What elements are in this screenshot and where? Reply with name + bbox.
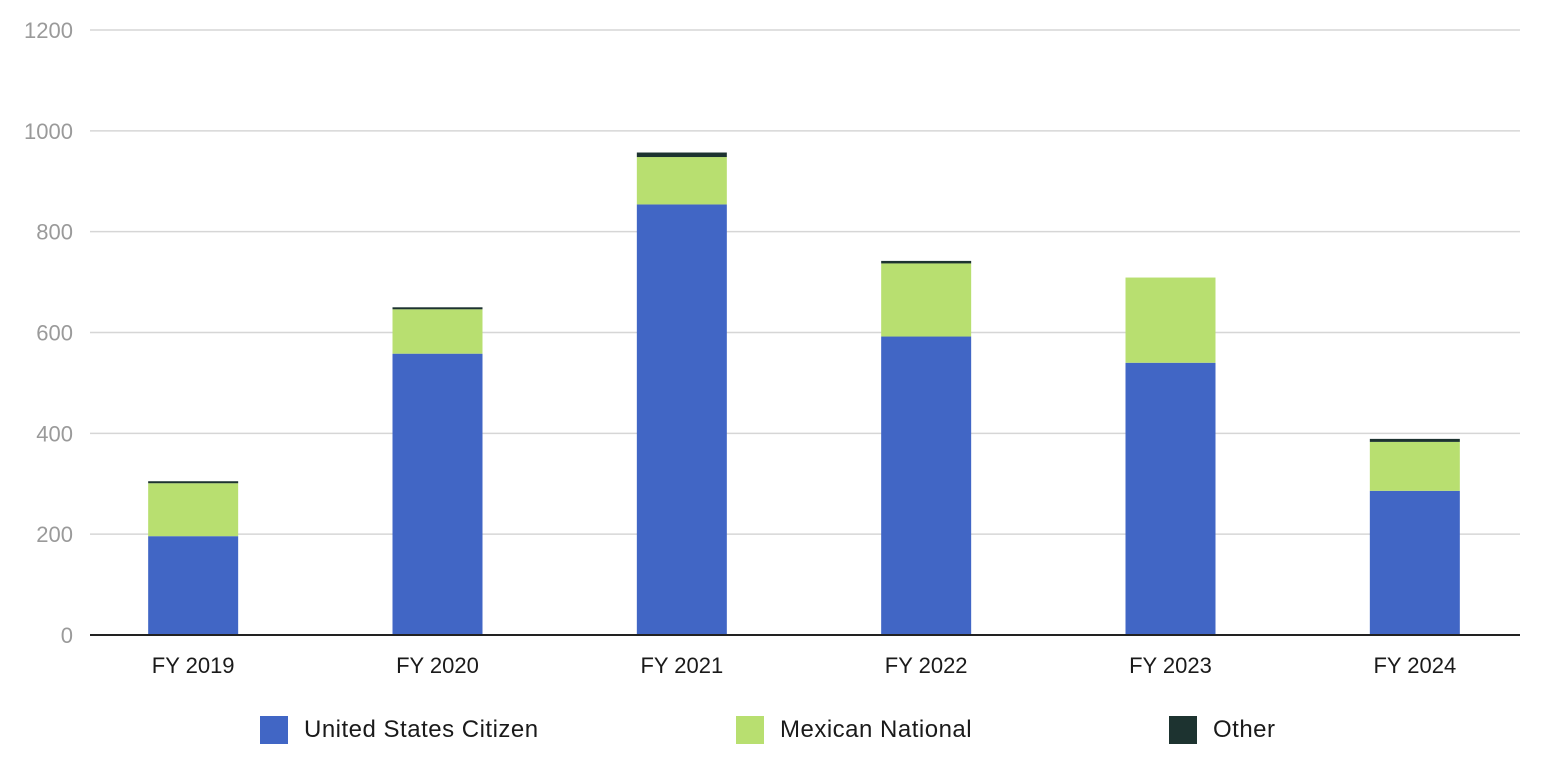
y-tick-label: 1000 [24,119,73,144]
bar-united-states-citizen-fy-2020 [392,353,483,635]
bar-united-states-citizen-fy-2019 [148,536,239,635]
bar-other-fy-2020 [392,307,483,310]
legend: United States Citizen Mexican National O… [0,716,1548,752]
bar-other-fy-2024 [1369,438,1460,442]
legend-label-united-states-citizen: United States Citizen [304,716,539,743]
legend-label-mexican-national: Mexican National [780,716,973,743]
bar-united-states-citizen-fy-2022 [881,336,972,635]
legend-swatch-other [1169,716,1197,744]
y-tick-label: 400 [36,421,73,446]
y-tick-label: 800 [36,220,73,245]
bar-mexican-national-fy-2024 [1369,441,1460,491]
bar-other-fy-2022 [881,260,972,264]
legend-label-other: Other [1213,716,1276,743]
x-tick-label: FY 2022 [885,653,968,678]
legend-item-other: Other [1169,716,1276,744]
x-tick-label: FY 2023 [1129,653,1212,678]
x-tick-label: FY 2024 [1373,653,1456,678]
y-tick-label: 600 [36,321,73,346]
bar-other-fy-2021 [636,152,727,158]
bar-united-states-citizen-fy-2024 [1369,490,1460,635]
bar-mexican-national-fy-2023 [1125,277,1216,363]
x-tick-label: FY 2020 [396,653,479,678]
y-tick-label: 0 [61,623,73,648]
y-axis: 0 200 400 600 800 1000 1200 [24,18,73,648]
y-tick-label: 1200 [24,18,73,43]
gridlines [90,29,1520,535]
bar-mexican-national-fy-2020 [392,309,483,354]
bar-mexican-national-fy-2019 [148,483,239,537]
bar-mexican-national-fy-2021 [636,157,727,205]
x-axis: FY 2019 FY 2020 FY 2021 FY 2022 FY 2023 FY 20… [152,653,1456,678]
legend-swatch-mexican-national [736,716,764,744]
bar-united-states-citizen-fy-2023 [1125,362,1216,635]
bars [148,152,1460,636]
y-tick-label: 200 [36,522,73,547]
bar-mexican-national-fy-2022 [881,263,972,337]
x-tick-label: FY 2019 [152,653,235,678]
legend-item-mexican-national: Mexican National [736,716,972,744]
legend-item-united-states-citizen: United States Citizen [260,716,539,744]
bar-united-states-citizen-fy-2021 [636,204,727,636]
x-tick-label: FY 2021 [640,653,723,678]
bar-other-fy-2019 [148,481,239,484]
legend-swatch-united-states-citizen [260,716,288,744]
